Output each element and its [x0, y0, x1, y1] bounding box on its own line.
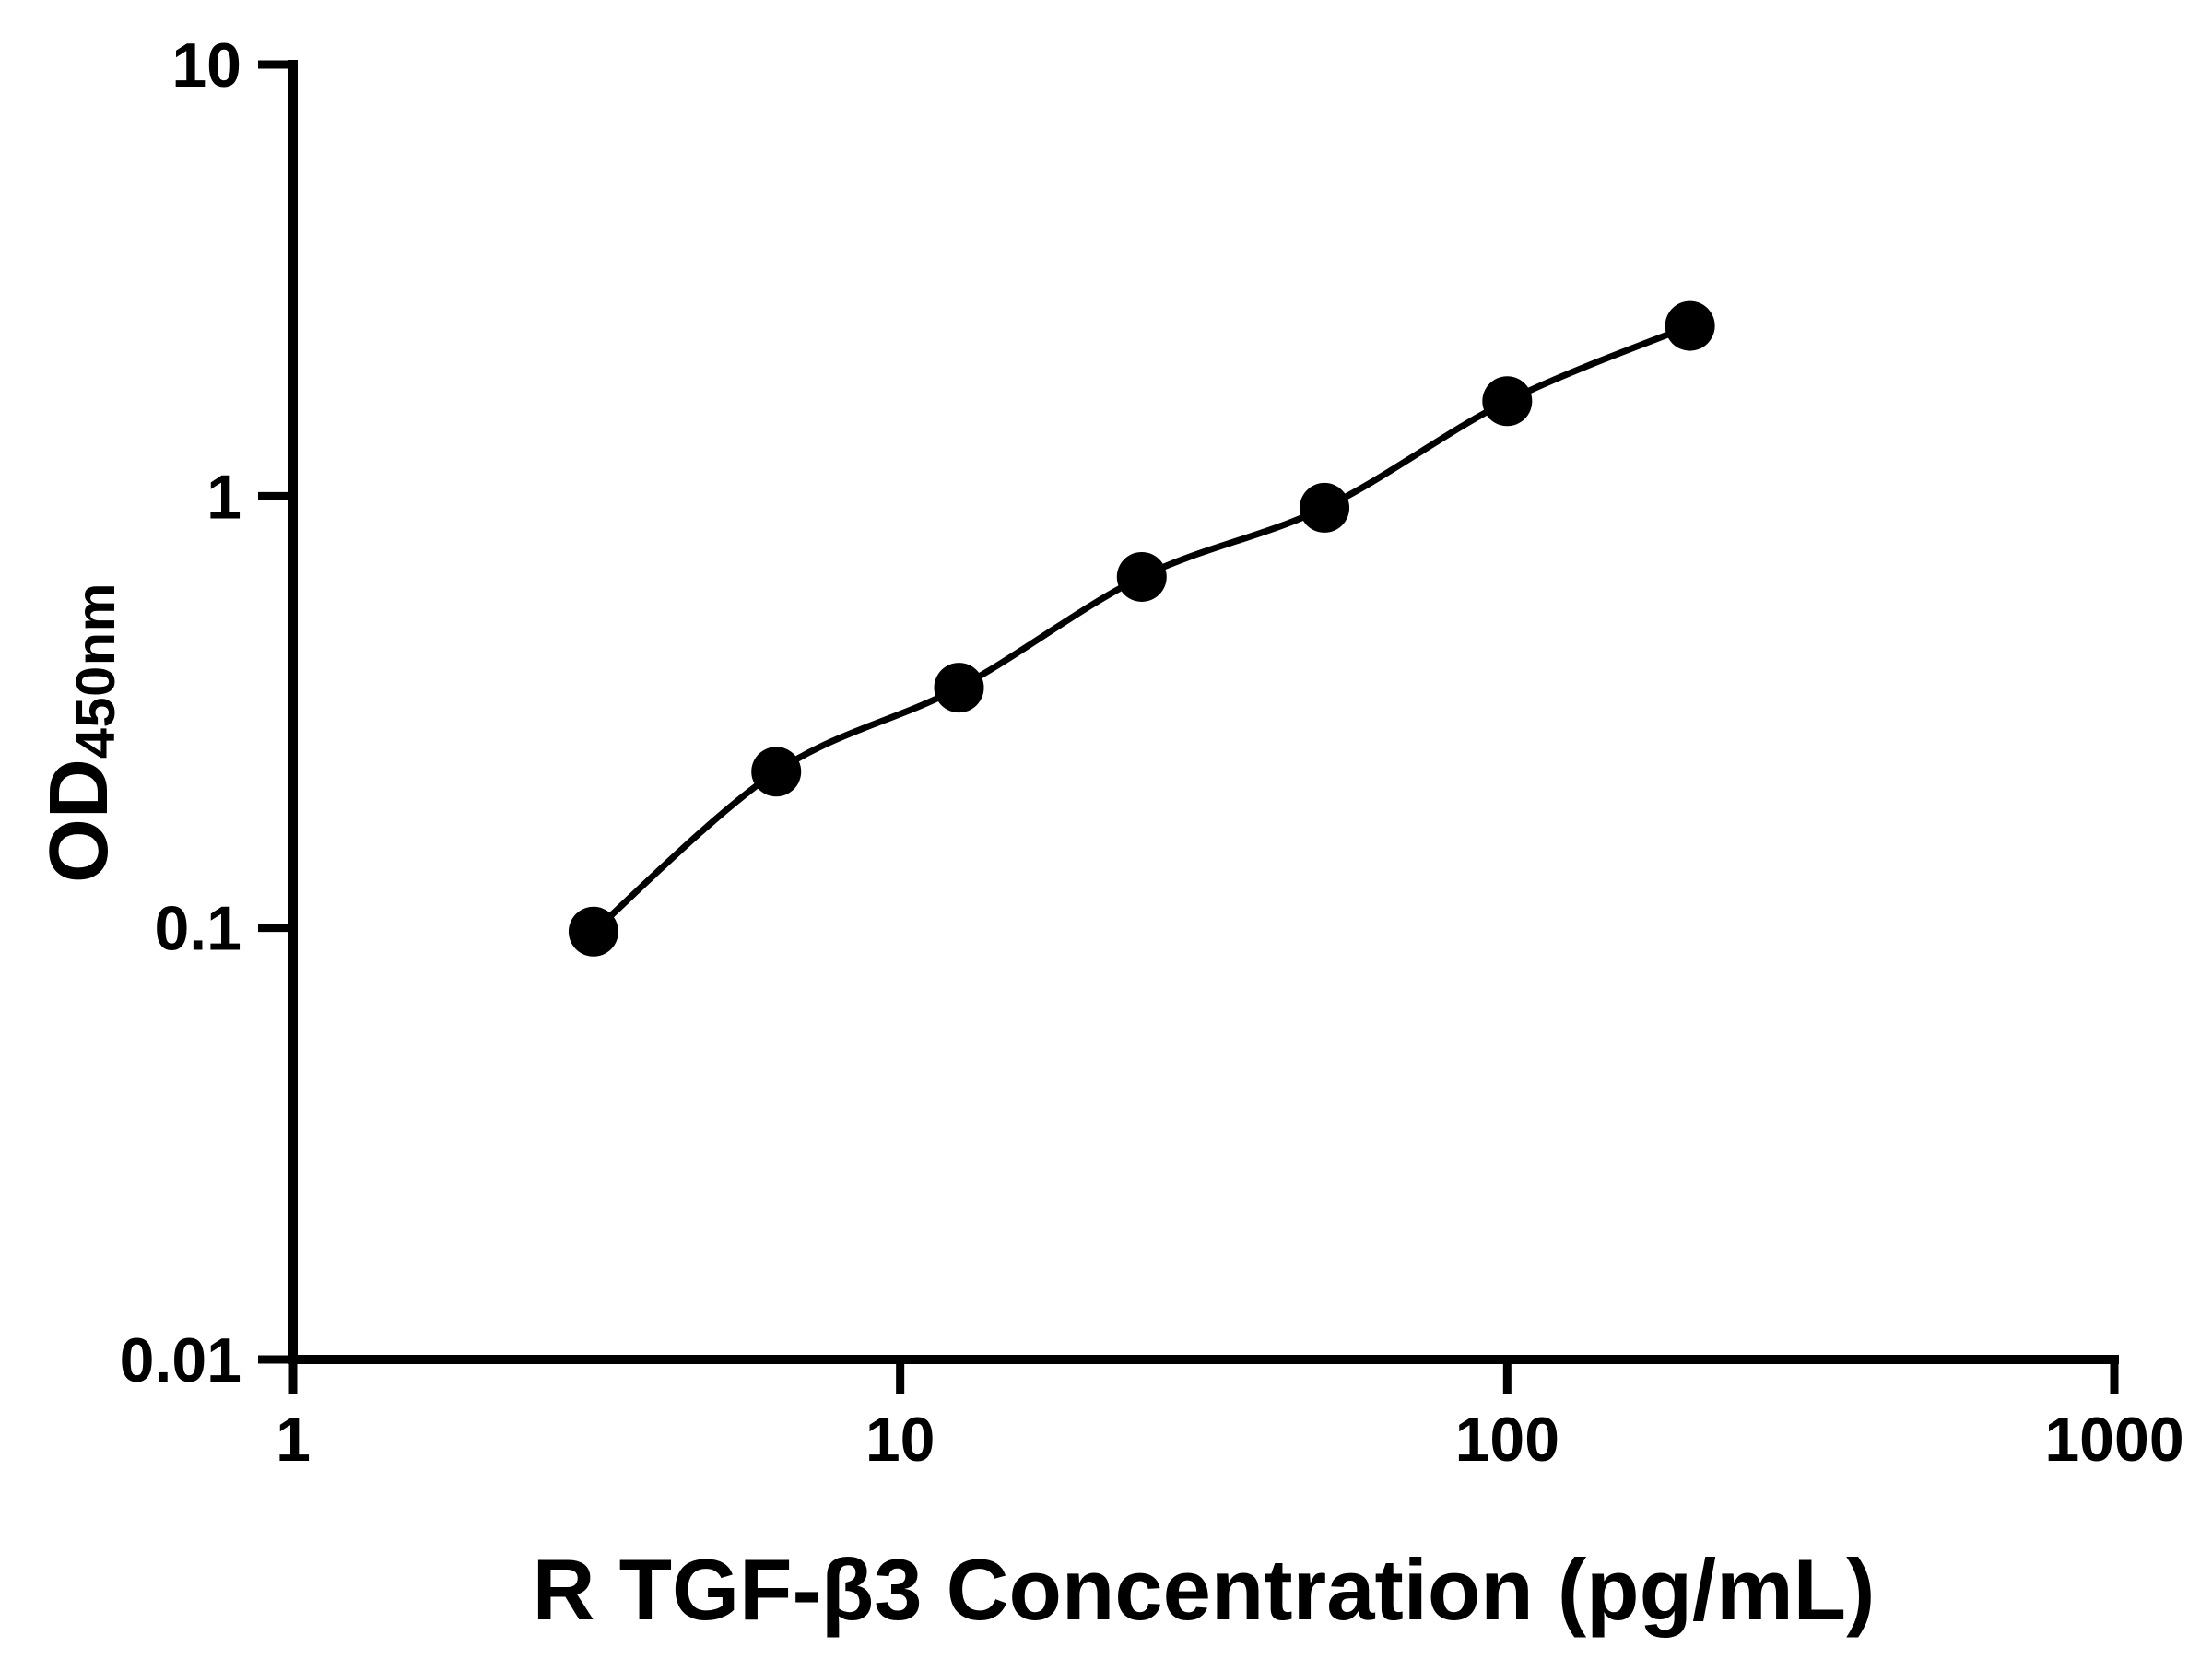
- y-tick-label: 1: [206, 462, 241, 532]
- data-point: [568, 906, 618, 957]
- data-point: [1482, 376, 1533, 427]
- x-axis-title: R TGF-β3 Concentration (pg/mL): [532, 1541, 1876, 1638]
- data-point: [1116, 551, 1167, 602]
- y-tick-label: 0.1: [154, 894, 241, 964]
- data-point: [1300, 482, 1350, 533]
- data-point: [934, 663, 984, 713]
- x-tick-label: 1: [276, 1405, 311, 1475]
- x-tick-label: 100: [1455, 1405, 1559, 1475]
- data-point: [1665, 300, 1715, 351]
- y-axis-title-main: OD: [33, 759, 125, 884]
- y-tick-label: 0.01: [120, 1325, 241, 1395]
- x-tick-label: 10: [865, 1405, 935, 1475]
- y-axis-title-sub: 450nm: [65, 582, 127, 759]
- axis-lines: [288, 60, 2119, 1364]
- y-axis-title: OD450nm: [33, 582, 126, 883]
- x-tick-label: 1000: [2044, 1405, 2183, 1475]
- y-tick-label: 10: [171, 30, 241, 100]
- data-point: [751, 747, 802, 797]
